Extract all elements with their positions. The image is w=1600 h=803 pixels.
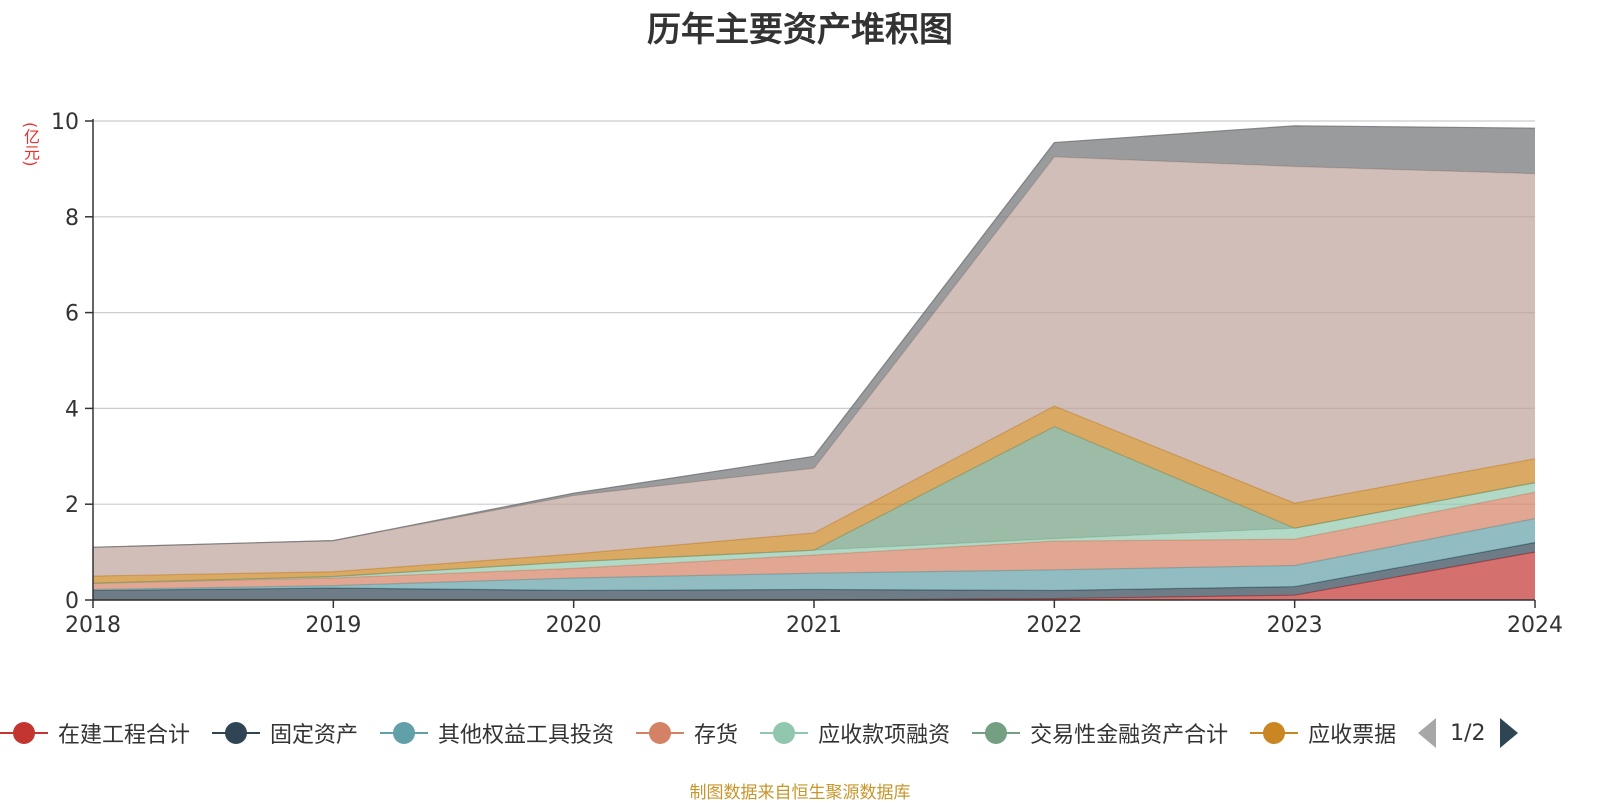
y-tick-label: 4 [65, 397, 79, 422]
legend-marker-icon [636, 721, 685, 745]
axes: 0 2 4 6 8 10 2018 2019 2020 2021 2022 2023 2024 [51, 110, 1563, 638]
series-line-8 [92, 125, 1536, 548]
legend-items: 在建工程合计 固定资产 其他权益工具投资 存货 应收款项融资 交易性金融资产合计 应收票据 [0, 717, 1418, 749]
x-tick-label: 2023 [1267, 613, 1323, 638]
y-tick-label: 2 [65, 493, 79, 518]
legend: 在建工程合计 固定资产 其他权益工具投资 存货 应收款项融资 交易性金融资产合计 应收票据 … [0, 716, 1600, 750]
legend-marker-icon [0, 721, 48, 745]
legend-label: 交易性金融资产合计 [1030, 723, 1229, 748]
legend-prev-page-icon[interactable] [1418, 718, 1437, 748]
y-tick-label: 10 [51, 110, 79, 135]
legend-item[interactable]: 固定资产 [212, 717, 358, 749]
x-tick-label: 2022 [1026, 613, 1082, 638]
source-note: 制图数据来自恒生聚源数据库 [689, 783, 911, 803]
legend-marker-icon [1250, 721, 1299, 745]
legend-label: 固定资产 [270, 723, 359, 748]
legend-page-indicator: 1/2 [1450, 720, 1486, 746]
legend-label: 其他权益工具投资 [438, 723, 615, 748]
legend-marker-icon [972, 721, 1021, 745]
legend-marker-icon [760, 721, 809, 745]
legend-next-page-icon[interactable] [1499, 718, 1518, 748]
area-series-7[interactable] [93, 156, 1535, 577]
legend-label: 应收款项融资 [818, 723, 951, 748]
legend-marker-icon [380, 721, 429, 745]
legend-pager: 1/2 [1418, 718, 1518, 748]
legend-item[interactable]: 应收款项融资 [760, 717, 950, 749]
x-tick-label: 2019 [305, 613, 361, 638]
area-series-1[interactable] [93, 542, 1535, 600]
x-tick-label: 2021 [786, 613, 842, 638]
area-series-8[interactable] [93, 125, 1535, 548]
x-tick-label: 2018 [65, 613, 121, 638]
area-series-4[interactable] [93, 482, 1535, 584]
legend-item[interactable]: 应收票据 [1250, 717, 1396, 749]
legend-label: 存货 [694, 723, 739, 748]
area-series-2[interactable] [93, 518, 1535, 591]
legend-item[interactable]: 其他权益工具投资 [380, 717, 614, 749]
area-series-0[interactable] [93, 552, 1535, 600]
legend-item[interactable]: 交易性金融资产合计 [972, 717, 1228, 749]
y-axis-unit-label: (亿元) [21, 122, 40, 167]
y-tick-label: 6 [65, 302, 79, 327]
legend-item[interactable]: 存货 [636, 717, 738, 749]
legend-item[interactable]: 在建工程合计 [0, 717, 190, 749]
legend-label: 在建工程合计 [58, 723, 191, 748]
legend-label: 应收票据 [1308, 723, 1397, 748]
chart-title: 历年主要资产堆积图 [647, 10, 953, 50]
legend-marker-icon [212, 721, 261, 745]
y-tick-label: 8 [65, 206, 79, 231]
area-series-6[interactable] [93, 406, 1535, 584]
y-tick-label: 0 [65, 589, 79, 614]
area-series-3[interactable] [93, 492, 1535, 590]
x-tick-label: 2024 [1507, 613, 1563, 638]
x-tick-label: 2020 [546, 613, 602, 638]
area-series [92, 125, 1536, 601]
